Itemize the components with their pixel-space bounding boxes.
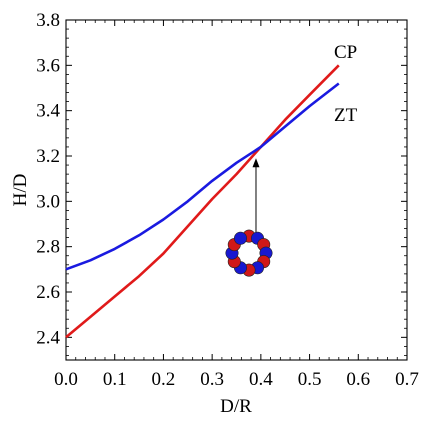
- y-tick-labels: 2.4 2.6 2.8 3.0 3.2 3.4 3.6 3.8: [36, 10, 60, 348]
- y-axis-label: H/D: [10, 174, 31, 207]
- tick-marks: [65, 19, 408, 360]
- y-tick-label: 3.8: [36, 10, 60, 31]
- x-tick-label: 0.7: [395, 369, 419, 390]
- chart-frame: [65, 19, 408, 361]
- y-tick-label: 2.4: [36, 327, 60, 348]
- x-tick-label: 0.2: [152, 369, 176, 390]
- ring-of-spheres-image: [225, 229, 273, 277]
- x-tick-label: 0.5: [298, 369, 322, 390]
- ring-sphere: [234, 231, 248, 245]
- x-tick-labels: 0.0 0.1 0.2 0.3 0.4 0.5 0.6 0.7: [54, 369, 419, 390]
- x-tick-label: 0.3: [200, 369, 224, 390]
- series-line-zt: [65, 82, 340, 271]
- x-axis-label: D/R: [220, 396, 252, 417]
- y-tick-label: 2.8: [36, 237, 60, 258]
- series-label-zt: ZT: [334, 105, 358, 126]
- series-lines: [65, 64, 340, 339]
- x-tick-label: 0.6: [346, 369, 370, 390]
- annotation-arrow: [252, 158, 260, 234]
- series-label-cp: CP: [334, 42, 357, 63]
- y-tick-label: 3.4: [36, 101, 60, 122]
- x-tick-label: 0.0: [54, 369, 78, 390]
- x-tick-label: 0.4: [249, 369, 273, 390]
- y-tick-label: 3.6: [36, 55, 60, 76]
- y-tick-label: 3.0: [36, 191, 60, 212]
- y-tick-label: 2.6: [36, 282, 60, 303]
- y-tick-label: 3.2: [36, 146, 60, 167]
- x-tick-label: 0.1: [103, 369, 127, 390]
- series-line-cp: [65, 64, 340, 339]
